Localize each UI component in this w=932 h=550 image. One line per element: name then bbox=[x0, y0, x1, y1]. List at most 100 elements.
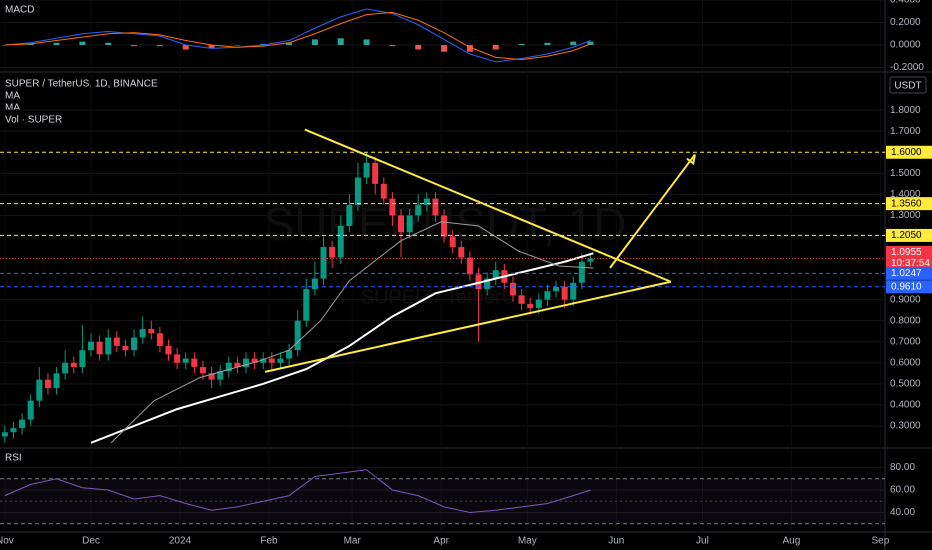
x-tick-label: 2024 bbox=[169, 536, 192, 547]
price-label-box bbox=[886, 245, 932, 270]
candle-body bbox=[148, 329, 155, 334]
y-tick-label: 1.4000 bbox=[890, 189, 921, 200]
macd-histogram bbox=[260, 43, 267, 46]
candle-body bbox=[432, 198, 439, 216]
macd-histogram bbox=[544, 42, 551, 46]
y-tick-label: 60.00 bbox=[890, 485, 915, 496]
macd-histogram bbox=[311, 39, 318, 46]
y-tick-label: 0.4000 bbox=[890, 0, 921, 6]
candle-body bbox=[199, 367, 206, 374]
y-tick-label: 0.7000 bbox=[890, 336, 921, 347]
watermark-sub: SUPER / TetherUS bbox=[361, 286, 530, 308]
candle-body bbox=[406, 215, 413, 233]
y-tick-label: 0.0000 bbox=[890, 40, 921, 51]
macd-histogram bbox=[53, 42, 60, 46]
candle-body bbox=[484, 278, 491, 290]
macd-histogram bbox=[156, 45, 163, 47]
candle-body bbox=[527, 303, 534, 309]
candle-body bbox=[19, 419, 26, 429]
y-tick-label: 0.3000 bbox=[890, 421, 921, 432]
candle-body bbox=[10, 428, 17, 433]
candle-body bbox=[553, 287, 560, 292]
candle-body bbox=[79, 350, 86, 367]
macd-histogram bbox=[415, 45, 422, 50]
candle-body bbox=[53, 373, 60, 389]
candle-body bbox=[87, 341, 95, 351]
candle-body bbox=[372, 162, 379, 184]
candle-body bbox=[156, 333, 163, 346]
macd-line bbox=[4, 8, 591, 63]
price-label-box bbox=[886, 197, 932, 211]
macd-histogram bbox=[337, 38, 344, 46]
candle-body bbox=[174, 354, 181, 363]
macd-histogram bbox=[286, 42, 293, 46]
candle-body bbox=[398, 215, 405, 233]
candle-body bbox=[242, 358, 250, 367]
candle-body bbox=[208, 373, 215, 380]
price-label: 1.0955 bbox=[891, 247, 922, 258]
macd-label: MACD bbox=[5, 5, 34, 16]
moving-average bbox=[110, 221, 594, 444]
candle-body bbox=[36, 379, 43, 401]
macd-histogram bbox=[234, 45, 241, 46]
y-tick-label: 1.8000 bbox=[890, 105, 921, 116]
currency[interactable]: USDT bbox=[894, 81, 921, 92]
macd-histogram bbox=[389, 45, 396, 47]
candle-body bbox=[122, 345, 129, 351]
candle-body bbox=[578, 261, 585, 283]
candle-body bbox=[105, 337, 112, 355]
x-tick-label: Dec bbox=[82, 536, 100, 547]
candle-body bbox=[329, 247, 336, 258]
x-tick-label: Apr bbox=[433, 536, 449, 547]
price-label-box bbox=[886, 145, 932, 159]
candle-body bbox=[303, 289, 310, 321]
candle-body bbox=[217, 371, 224, 380]
candle-body bbox=[260, 358, 267, 363]
candle-body bbox=[535, 299, 542, 309]
indicator-label: Vol · SUPER bbox=[5, 115, 62, 126]
candle-body bbox=[441, 215, 448, 237]
currency-box[interactable] bbox=[889, 76, 927, 94]
candle-body bbox=[70, 362, 77, 367]
candle-body bbox=[449, 236, 456, 247]
candle-body bbox=[423, 198, 430, 205]
macd-histogram bbox=[492, 45, 499, 50]
symbol-label: SUPER / TetherUS, 1D, BINANCE bbox=[5, 79, 158, 90]
macd-histogram bbox=[105, 42, 112, 46]
y-tick-label: 0.6000 bbox=[890, 357, 921, 368]
price-label: 0.9610 bbox=[891, 281, 922, 292]
macd-line bbox=[4, 11, 591, 61]
candle-body bbox=[44, 379, 51, 389]
y-tick-label: 0.9000 bbox=[890, 294, 921, 305]
countdown: 10:37:54 bbox=[891, 258, 930, 269]
macd-histogram bbox=[518, 43, 525, 46]
macd-histogram bbox=[131, 45, 138, 47]
x-tick-label: Mar bbox=[344, 536, 362, 547]
candle-body bbox=[518, 295, 525, 304]
macd-histogram bbox=[182, 45, 189, 50]
candle-body bbox=[354, 177, 361, 205]
rsi-band bbox=[0, 478, 885, 524]
macd-histogram bbox=[363, 39, 370, 46]
candle-body bbox=[475, 274, 482, 290]
candle-body bbox=[113, 337, 120, 346]
macd-histogram bbox=[587, 41, 594, 46]
candle-body bbox=[27, 400, 34, 420]
candle-body bbox=[294, 320, 301, 351]
y-tick-label: 0.2000 bbox=[890, 17, 921, 28]
candle-body bbox=[492, 270, 499, 279]
candle-body bbox=[544, 291, 551, 300]
x-tick-label: May bbox=[518, 536, 537, 547]
candle-body bbox=[225, 362, 232, 372]
price-label: 1.3560 bbox=[891, 198, 922, 209]
candle-body bbox=[62, 362, 69, 374]
candle-body bbox=[337, 225, 344, 258]
x-tick-label: Aug bbox=[783, 536, 801, 547]
candle-body bbox=[182, 358, 189, 363]
candle-body bbox=[458, 247, 465, 258]
y-tick-label: 0.4000 bbox=[890, 400, 921, 411]
x-tick-label: Jul bbox=[696, 536, 709, 547]
y-tick-label: 40.00 bbox=[890, 507, 915, 518]
candle-body bbox=[191, 358, 198, 367]
